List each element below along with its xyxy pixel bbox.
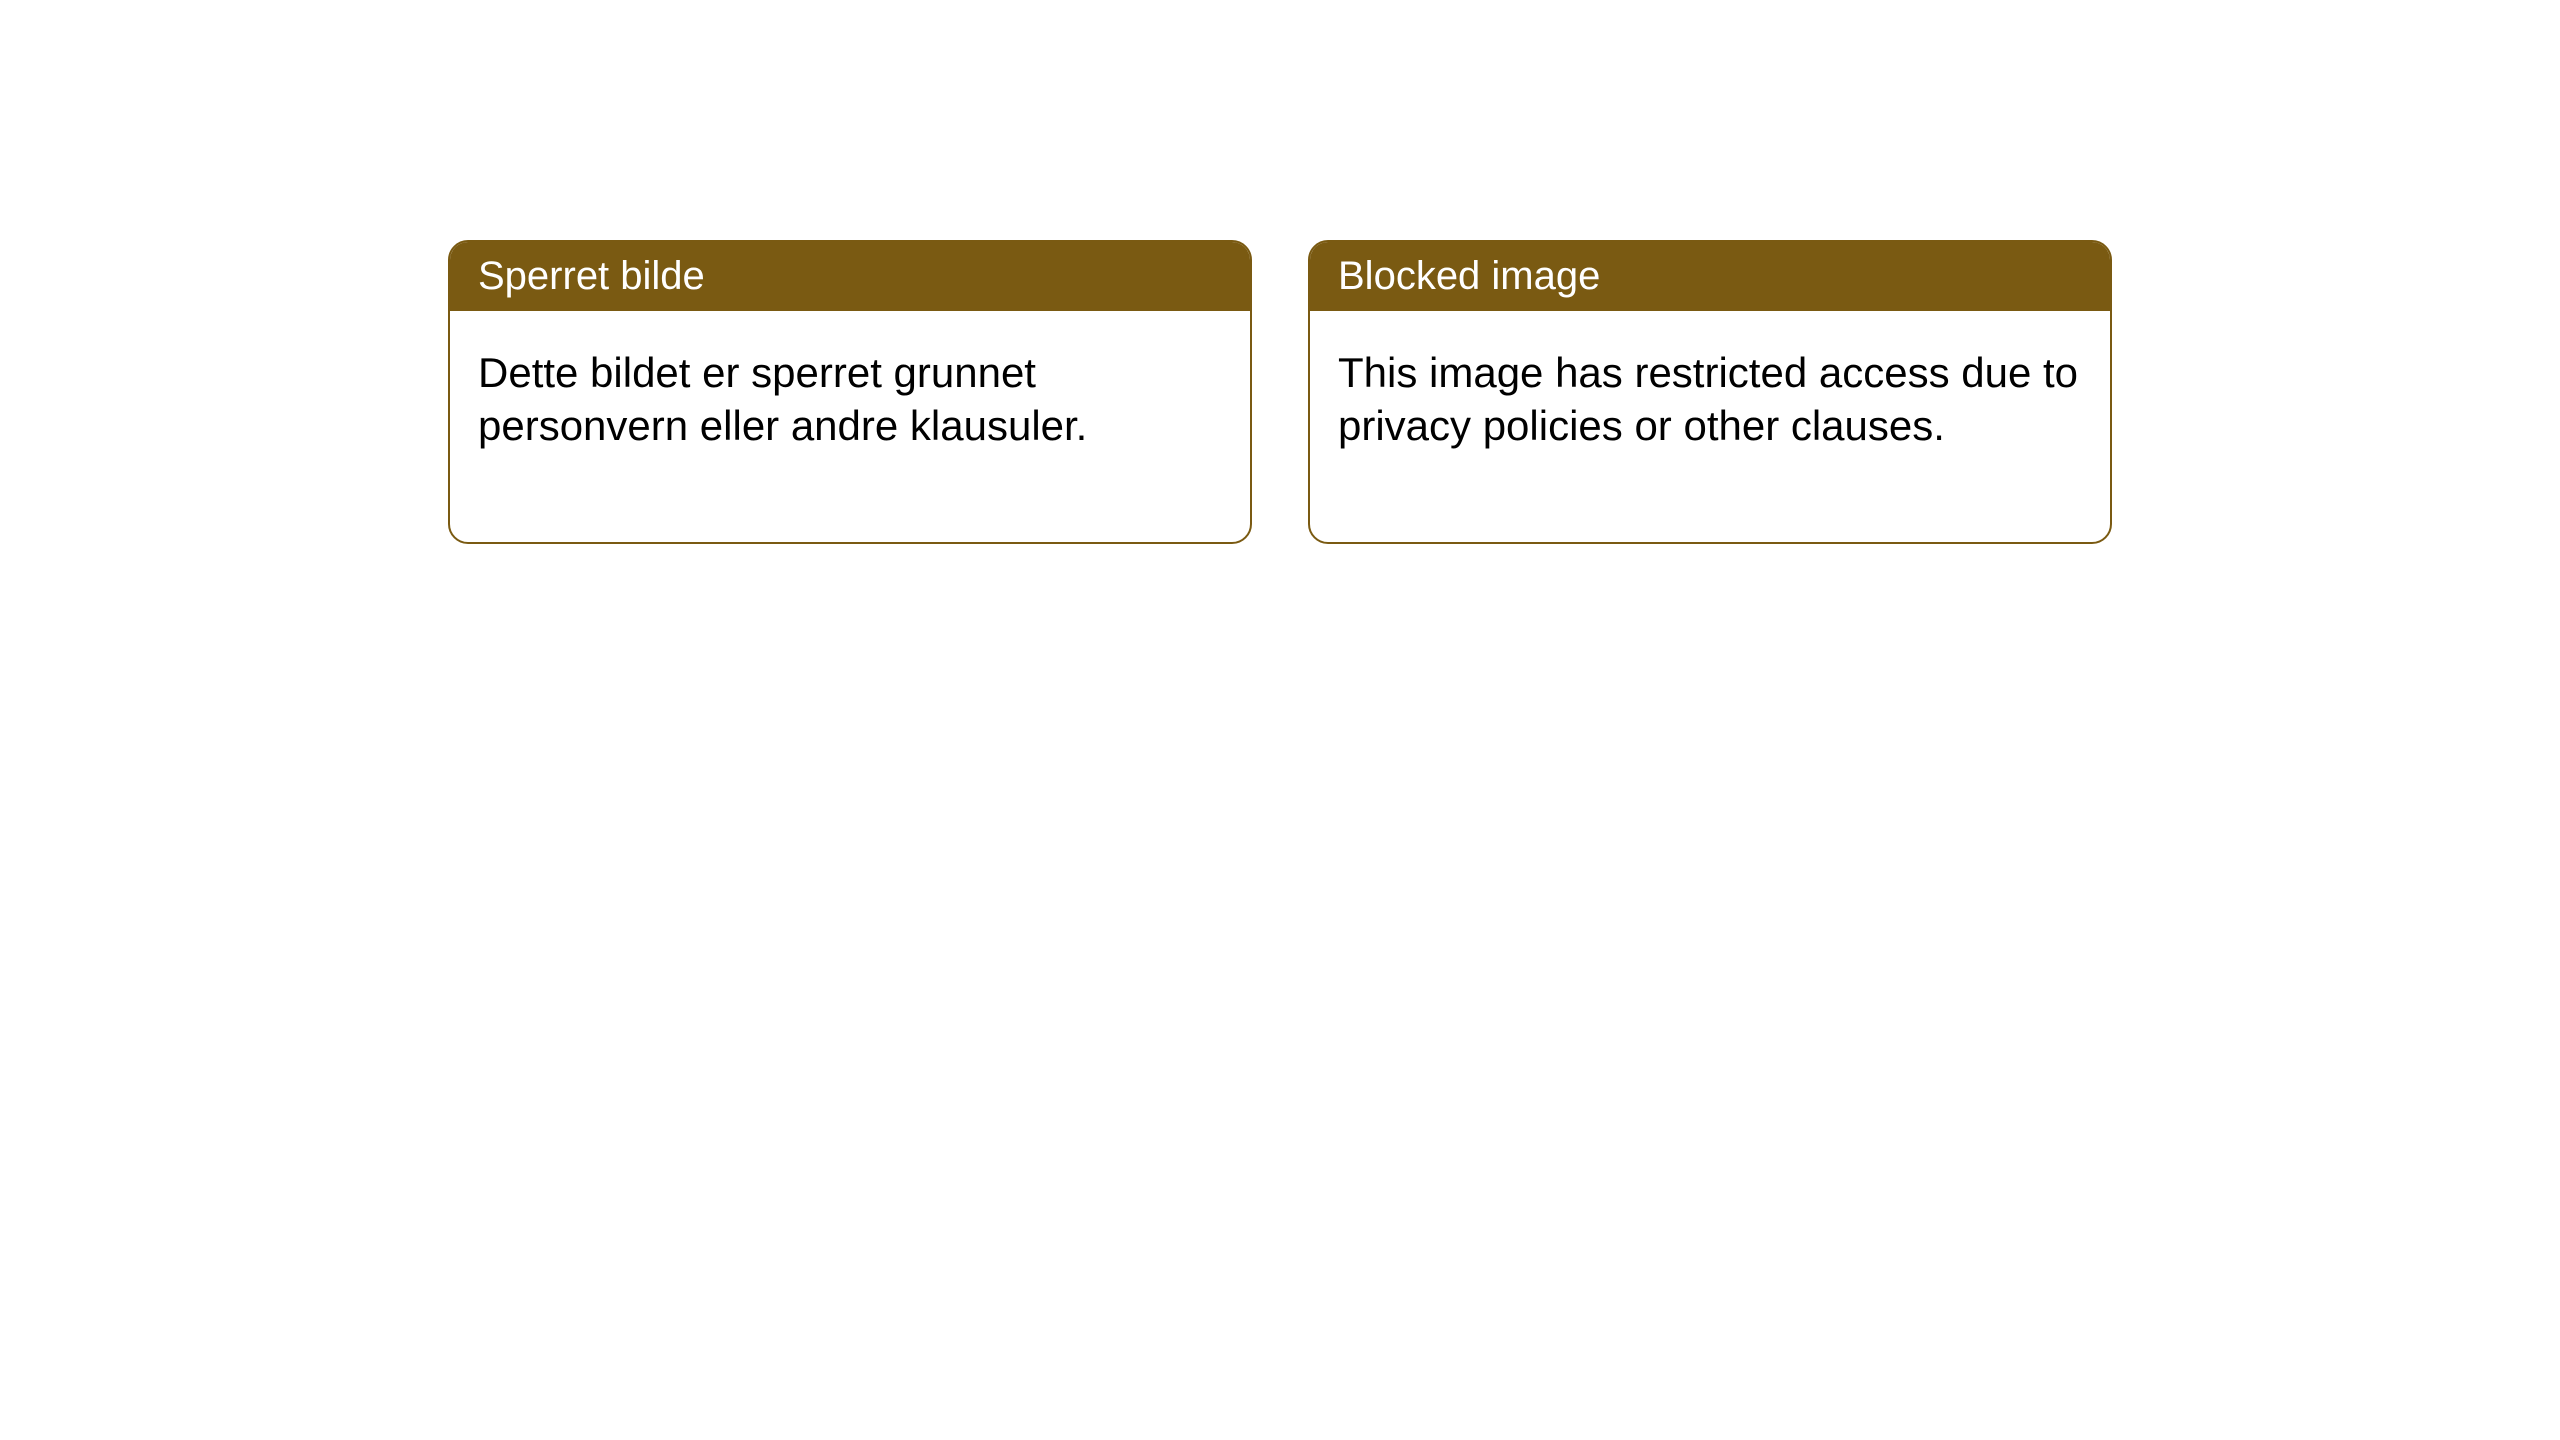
- notice-card-english: Blocked image This image has restricted …: [1308, 240, 2112, 544]
- card-body: Dette bildet er sperret grunnet personve…: [450, 311, 1250, 542]
- card-message: This image has restricted access due to …: [1338, 349, 2078, 449]
- card-header: Sperret bilde: [450, 242, 1250, 311]
- card-message: Dette bildet er sperret grunnet personve…: [478, 349, 1087, 449]
- card-title: Blocked image: [1338, 254, 1600, 298]
- card-body: This image has restricted access due to …: [1310, 311, 2110, 542]
- notice-card-norwegian: Sperret bilde Dette bildet er sperret gr…: [448, 240, 1252, 544]
- notice-container: Sperret bilde Dette bildet er sperret gr…: [448, 240, 2112, 544]
- card-title: Sperret bilde: [478, 254, 705, 298]
- card-header: Blocked image: [1310, 242, 2110, 311]
